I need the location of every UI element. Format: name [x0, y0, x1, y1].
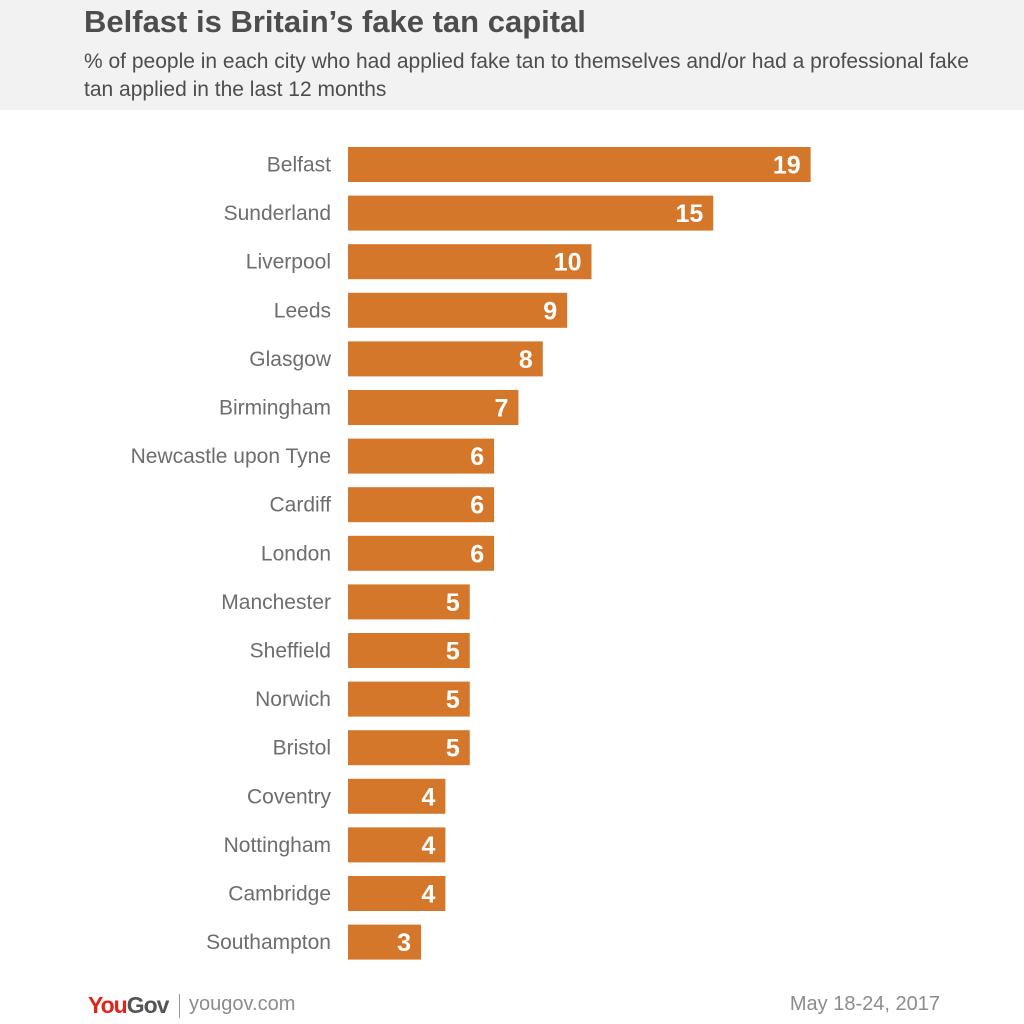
category-label: Norwich [255, 688, 331, 711]
value-label: 4 [421, 783, 435, 811]
value-label: 15 [675, 200, 703, 228]
bar [348, 390, 519, 425]
bar [348, 730, 470, 766]
bar-row: Sheffield 5 [250, 633, 470, 668]
category-label: Southampton [206, 931, 331, 954]
value-label: 4 [421, 832, 435, 860]
value-label: 7 [495, 395, 509, 423]
bar [348, 487, 495, 523]
value-label: 10 [554, 249, 582, 277]
bar-row: Cardiff 6 [270, 487, 495, 523]
bar [348, 292, 568, 328]
value-label: 5 [446, 638, 460, 666]
bar-row: Leeds 9 [274, 292, 568, 328]
value-label: 19 [773, 152, 801, 180]
bar [348, 827, 446, 863]
category-label: Glasgow [249, 348, 332, 371]
category-label: Bristol [273, 737, 331, 760]
bar-row: Newcastle upon Tyne 6 [131, 438, 495, 474]
value-label: 5 [446, 735, 460, 763]
bar-row: London 6 [261, 535, 495, 571]
bar-row: Nottingham 4 [224, 827, 446, 863]
bar [348, 535, 495, 571]
value-label: 8 [519, 346, 533, 374]
value-label: 5 [446, 589, 460, 617]
bar [348, 876, 446, 911]
category-label: Sunderland [224, 202, 331, 225]
bar-row: Belfast 19 [267, 147, 811, 182]
bar [348, 584, 470, 620]
bar [348, 438, 495, 474]
category-label: Coventry [247, 785, 332, 808]
category-label: Liverpool [246, 251, 331, 274]
category-label: Sheffield [250, 640, 331, 663]
value-label: 4 [421, 881, 435, 909]
bar [348, 195, 714, 231]
footer-date: May 18-24, 2017 [789, 993, 940, 1015]
bar-row: Norwich 5 [255, 681, 470, 717]
value-label: 5 [446, 686, 460, 714]
footer-url: yougov.com [189, 993, 296, 1015]
category-label: Belfast [267, 154, 331, 177]
bar-row: Southampton 3 [206, 924, 422, 960]
bar [348, 341, 543, 377]
bar-row: Bristol 5 [273, 730, 470, 766]
value-label: 6 [470, 443, 484, 471]
chart-subtitle: % of people in each city who had applied… [84, 50, 969, 101]
logo-gov-text: Gov [126, 992, 170, 1018]
bar-row: Coventry 4 [247, 778, 446, 814]
value-label: 6 [470, 540, 484, 568]
yougov-logo: YouGov [88, 992, 170, 1019]
category-label: Cambridge [228, 883, 331, 906]
bar-row: Manchester 5 [221, 584, 470, 620]
bar [348, 778, 446, 814]
category-label: London [261, 542, 331, 565]
category-label: Leeds [274, 299, 331, 322]
bar-row: Cambridge 4 [228, 876, 446, 911]
chart-header: Belfast is Britain’s fake tan capital % … [0, 0, 1024, 110]
bar-row: Glasgow 8 [249, 341, 543, 377]
bar-row: Birmingham 7 [219, 390, 519, 425]
bar-row: Sunderland 15 [224, 195, 714, 231]
chart-title: Belfast is Britain’s fake tan capital [84, 4, 586, 39]
category-label: Nottingham [224, 834, 331, 857]
logo-you-text: You [88, 992, 128, 1018]
category-label: Manchester [221, 591, 331, 614]
bar [348, 147, 811, 182]
category-label: Cardiff [270, 494, 332, 517]
bar [348, 244, 592, 280]
bar-row: Liverpool 10 [246, 244, 592, 280]
bar [348, 924, 422, 960]
category-label: Birmingham [219, 397, 331, 420]
value-label: 3 [397, 929, 411, 957]
bar [348, 633, 470, 668]
bar [348, 681, 470, 717]
category-label: Newcastle upon Tyne [131, 445, 331, 468]
footer-divider [179, 994, 180, 1018]
value-label: 9 [543, 297, 557, 325]
value-label: 6 [470, 492, 484, 520]
